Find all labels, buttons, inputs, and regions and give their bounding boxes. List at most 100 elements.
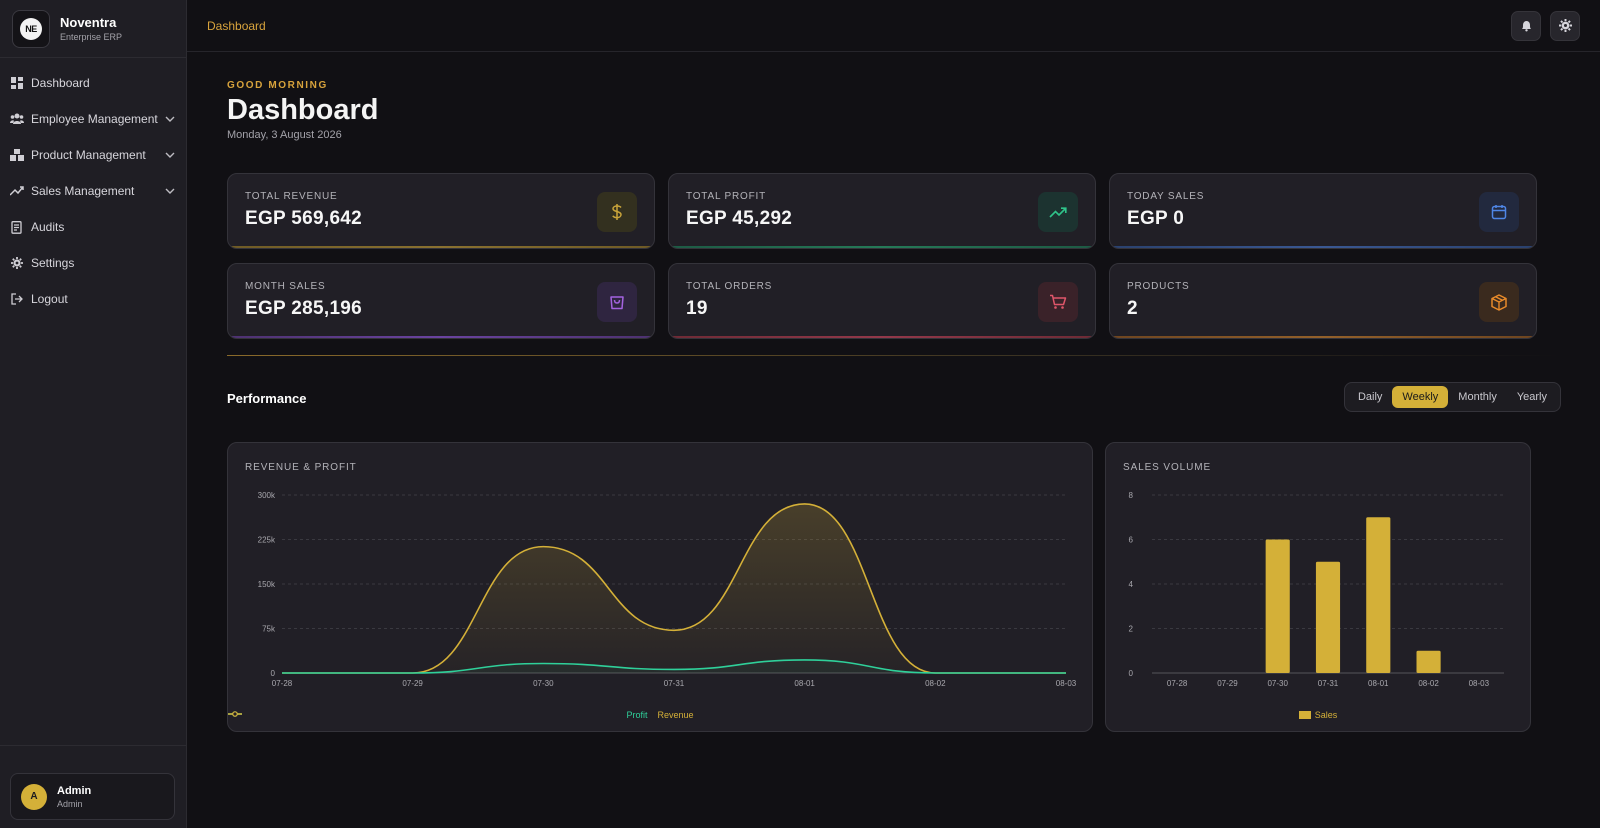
chevron-down-icon[interactable] — [164, 149, 176, 161]
sidebar-item-audits[interactable]: Audits — [0, 209, 186, 245]
x-tick-label: 07-30 — [533, 679, 554, 688]
y-tick-label: 6 — [1129, 536, 1134, 545]
bell-icon — [1521, 21, 1531, 32]
brand-subtitle: Enterprise ERP — [60, 32, 123, 42]
x-tick-label: 08-01 — [794, 679, 815, 688]
stat-label: MONTH SALES — [245, 281, 326, 292]
shopping-bag-icon — [597, 282, 637, 322]
chart-legend: Profit Revenue — [228, 710, 1092, 720]
revenue-profit-chart: REVENUE & PROFIT 0 75k 150k 225k 300k 07-28 07… — [227, 442, 1093, 732]
sidebar-item-label: Dashboard — [31, 76, 90, 90]
calendar-icon — [1479, 192, 1519, 232]
notifications-button[interactable] — [1511, 10, 1541, 41]
box-icon — [1479, 282, 1519, 322]
sidebar-item-label: Sales Management — [31, 184, 135, 198]
stat-card-total-profit[interactable]: TOTAL PROFIT EGP 45,292 — [668, 173, 1096, 249]
chart-legend: Sales — [1106, 710, 1530, 720]
sidebar-item-label: Audits — [31, 220, 65, 234]
sales-volume-chart: SALES VOLUME 0 2 4 6 8 07-28 07-29 07-30 07-31 08… — [1105, 442, 1531, 732]
legend-item-profit[interactable]: Profit — [228, 710, 648, 720]
y-tick-label: 8 — [1129, 491, 1134, 500]
chart-title: REVENUE & PROFIT — [245, 462, 357, 473]
bar-07-31 — [1315, 561, 1341, 673]
x-tick-label: 08-02 — [925, 679, 946, 688]
gear-icon — [10, 256, 24, 270]
sidebar-item-logout[interactable]: Logout — [0, 281, 186, 317]
stat-card-today-sales[interactable]: TODAY SALES EGP 0 — [1109, 173, 1537, 249]
section-divider — [227, 355, 1561, 356]
audit-icon — [10, 220, 24, 234]
x-tick-label: 07-28 — [272, 679, 293, 688]
y-tick-label: 0 — [271, 669, 276, 678]
sidebar-item-label: Employee Management — [31, 112, 158, 126]
stat-accent-bar — [669, 246, 1095, 248]
brand: NE Noventra Enterprise ERP — [0, 0, 186, 58]
stat-value: 2 — [1127, 298, 1138, 319]
chevron-down-icon[interactable] — [164, 113, 176, 125]
dollar-icon — [597, 192, 637, 232]
x-tick-label: 07-29 — [1217, 679, 1238, 688]
stat-value: EGP 285,196 — [245, 298, 363, 319]
logo-mark: NE — [20, 17, 42, 40]
revenue-profit-plot: 0 75k 150k 225k 300k 07-28 07-29 07-30 07-31 08-0… — [258, 491, 1077, 688]
legend-label: Profit — [626, 710, 648, 720]
stat-value: EGP 569,642 — [245, 208, 363, 229]
sidebar: NE Noventra Enterprise ERP Dashboard Emp… — [0, 0, 187, 828]
stat-accent-bar — [669, 336, 1095, 338]
logout-icon — [10, 292, 24, 306]
y-tick-label: 4 — [1129, 580, 1134, 589]
performance-title: Performance — [227, 391, 307, 406]
y-tick-label: 2 — [1129, 625, 1134, 634]
period-monthly-button[interactable]: Monthly — [1458, 391, 1497, 403]
sidebar-item-product-management[interactable]: Product Management — [0, 137, 186, 173]
logo[interactable]: NE — [12, 9, 50, 48]
profit-area — [282, 659, 1066, 673]
stat-card-total-orders[interactable]: TOTAL ORDERS 19 — [668, 263, 1096, 339]
revenue-line — [281, 503, 1066, 674]
x-tick-label: 08-01 — [1368, 679, 1389, 688]
main-content: GOOD MORNING Dashboard Monday, 3 August … — [227, 52, 1561, 732]
bar-08-02 — [1416, 650, 1441, 673]
y-tick-label: 300k — [258, 491, 276, 500]
cart-icon — [1038, 282, 1078, 322]
x-tick-label: 08-02 — [1418, 679, 1439, 688]
x-tick-label: 07-28 — [1167, 679, 1188, 688]
stat-label: TODAY SALES — [1127, 191, 1205, 202]
chart-title: SALES VOLUME — [1123, 462, 1212, 473]
y-tick-label: 225k — [258, 536, 276, 545]
sidebar-item-label: Settings — [31, 256, 75, 270]
user-profile[interactable]: A Admin Admin — [10, 773, 175, 820]
trending-icon — [10, 184, 24, 198]
period-weekly-button[interactable]: Weekly — [1392, 386, 1449, 408]
bar-07-30 — [1265, 539, 1290, 673]
sidebar-item-settings[interactable]: Settings — [0, 245, 186, 281]
sidebar-item-label: Product Management — [31, 148, 146, 162]
legend-item-revenue[interactable]: Revenue — [228, 710, 694, 720]
period-daily-button[interactable]: Daily — [1357, 391, 1383, 403]
topbar: Dashboard — [187, 0, 1600, 52]
period-yearly-button[interactable]: Yearly — [1516, 391, 1547, 403]
grid-icon — [10, 76, 24, 90]
settings-button[interactable] — [1550, 10, 1580, 41]
sidebar-item-sales-management[interactable]: Sales Management — [0, 173, 186, 209]
stat-card-month-sales[interactable]: MONTH SALES EGP 285,196 — [227, 263, 655, 339]
sidebar-item-employee-management[interactable]: Employee Management — [0, 101, 186, 137]
stat-card-products[interactable]: PRODUCTS 2 — [1109, 263, 1537, 339]
legend-swatch — [228, 711, 242, 717]
legend-item-sales[interactable]: Sales — [1298, 710, 1337, 720]
chevron-down-icon[interactable] — [164, 185, 176, 197]
brand-name: Noventra — [60, 15, 117, 30]
stat-card-total-revenue[interactable]: TOTAL REVENUE EGP 569,642 — [227, 173, 655, 249]
sales-volume-plot: 0 2 4 6 8 07-28 07-29 07-30 07-31 08-01 08-02 08-03 — [1129, 491, 1504, 688]
x-tick-label: 07-31 — [1318, 679, 1339, 688]
stat-label: PRODUCTS — [1127, 281, 1190, 292]
sidebar-item-dashboard[interactable]: Dashboard — [0, 65, 186, 101]
breadcrumb[interactable]: Dashboard — [207, 18, 266, 33]
stats-grid: TOTAL REVENUE EGP 569,642 TOTAL PROFIT E… — [227, 173, 1561, 339]
stat-value: EGP 0 — [1127, 208, 1185, 229]
x-tick-label: 07-31 — [664, 679, 685, 688]
stat-label: TOTAL PROFIT — [686, 191, 766, 202]
y-tick-label: 0 — [1129, 669, 1134, 678]
stat-accent-bar — [1110, 336, 1536, 338]
stat-value: 19 — [686, 298, 708, 319]
